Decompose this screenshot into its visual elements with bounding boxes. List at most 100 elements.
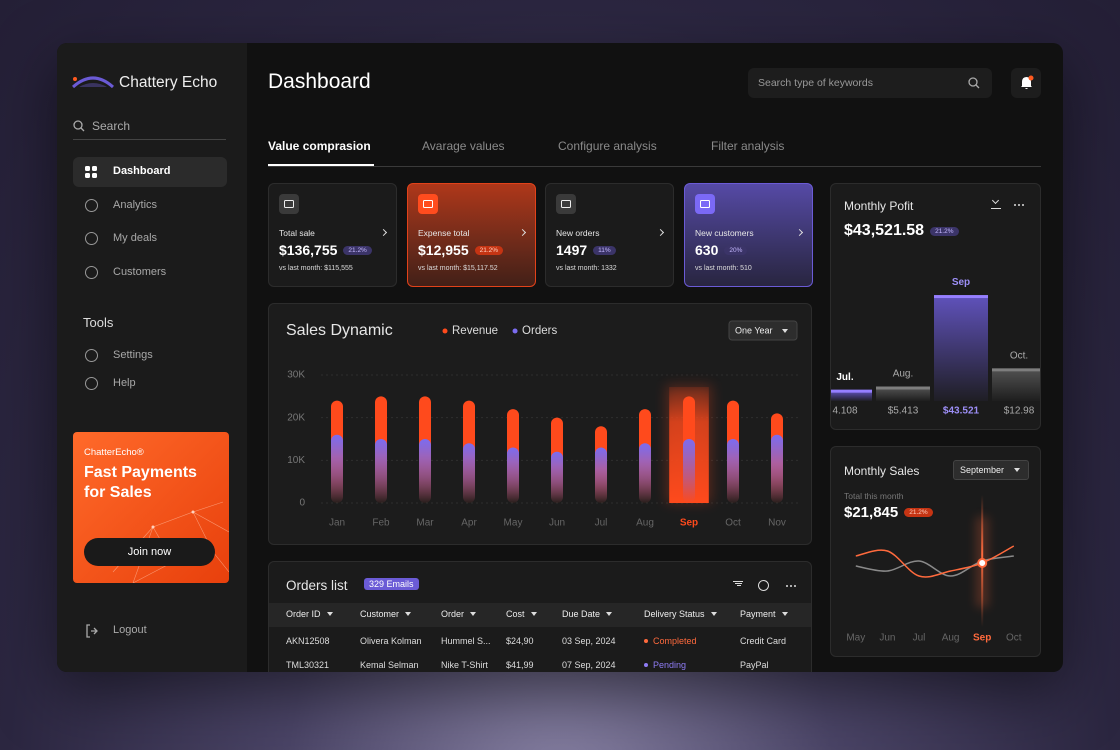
page-title: Dashboard: [268, 70, 371, 93]
search-icon: [73, 120, 85, 132]
highlight-dot: [977, 558, 988, 568]
chart: Jul. 4.108 Aug. $5.413 Sep $43.521 Oct. $12.98: [831, 277, 1040, 417]
x-tick-label: Jun: [879, 633, 895, 644]
nav-item[interactable]: Dashboard: [73, 157, 227, 187]
tool-item[interactable]: Help: [73, 374, 227, 394]
card-compare: vs last month: $115,555: [279, 265, 353, 272]
card-compare: vs last month: 1332: [556, 265, 617, 272]
stat-card[interactable]: Expense total $12,955 21.2% vs last month: …: [407, 183, 536, 287]
bar: [771, 434, 783, 503]
column-header-label: Order: [441, 609, 465, 619]
dropdown-label: One Year: [735, 325, 773, 335]
tab[interactable]: Avarage values: [422, 139, 505, 153]
column-header[interactable]: Due Date: [562, 609, 613, 619]
filter-icon: [733, 581, 743, 583]
bar-cap: [992, 368, 1040, 372]
sort-caret: [470, 612, 477, 616]
orders-card: Orders list 329 Emails Order ID Customer Ord…: [268, 561, 812, 672]
x-tick-label: Aug.: [893, 369, 914, 380]
tab[interactable]: Filter analysis: [711, 139, 785, 153]
tab[interactable]: Configure analysis: [558, 139, 657, 153]
sort-caret: [405, 612, 412, 616]
sidebar-search[interactable]: Search: [92, 119, 131, 133]
emails-badge: 329 Emails: [364, 578, 419, 590]
tool-icon: [85, 377, 98, 390]
monthly-sales-card: Monthly Sales September Total this month $2…: [830, 446, 1041, 657]
status-dot: [644, 663, 648, 667]
chevron: [518, 228, 527, 237]
nav-item[interactable]: Customers: [73, 258, 227, 288]
card-title: Monthly Pofit: [844, 199, 914, 213]
search-box[interactable]: Search type of keywords: [748, 68, 992, 98]
card-title: Monthly Sales: [844, 464, 920, 478]
sort-caret: [710, 612, 717, 616]
card-value: $136,755: [279, 242, 338, 258]
bar-cap: [831, 389, 872, 393]
logout[interactable]: Logout: [113, 624, 147, 636]
bar: [375, 439, 387, 503]
column-header[interactable]: Delivery Status: [644, 609, 717, 619]
dropdown-caret: [1014, 468, 1020, 472]
x-tick-label: Sep: [952, 277, 970, 288]
x-tick-label: Sep: [973, 633, 991, 644]
tab[interactable]: Value comprasion: [268, 139, 371, 153]
card-icon-glyph: [284, 200, 294, 208]
stat-card[interactable]: New orders 1497 11% vs last month: 1332: [545, 183, 674, 287]
column-header[interactable]: Payment: [740, 609, 788, 619]
chevron: [656, 228, 665, 237]
promo-card: ChatterEcho® Fast Payments for Sales Joi…: [73, 432, 229, 583]
tab-active-underline: [268, 164, 374, 166]
bar: [727, 439, 739, 503]
column-header[interactable]: Order ID: [286, 609, 333, 619]
x-tick-label: Sep: [680, 518, 698, 529]
column-header-label: Cost: [506, 609, 525, 619]
sort-caret: [326, 612, 333, 616]
notifications[interactable]: [1011, 68, 1041, 98]
column-header[interactable]: Cost: [506, 609, 537, 619]
table-cell: $41,99: [506, 660, 534, 670]
stat-card[interactable]: New customers 630 20% vs last month: 510: [684, 183, 813, 287]
card-icon-glyph: [423, 200, 433, 208]
x-tick-label: Jul: [913, 633, 926, 644]
x-tick-label: Oct.: [1010, 350, 1028, 361]
nav-label: Customers: [113, 265, 167, 278]
dropdown[interactable]: September: [953, 460, 1029, 480]
bar: [876, 388, 930, 401]
legend-dot: [442, 328, 448, 334]
more-dot: [786, 585, 788, 587]
card-compare: vs last month: 510: [695, 265, 752, 272]
search-placeholder: Search type of keywords: [758, 77, 873, 89]
promo-button[interactable]: Join now: [84, 538, 215, 566]
more-dot: [1018, 204, 1020, 206]
x-tick-label: Jan: [329, 518, 345, 529]
table-cell: PayPal: [740, 660, 769, 670]
tool-item[interactable]: Settings: [73, 346, 227, 366]
legend-label: Revenue: [452, 325, 498, 337]
x-tick-label: May: [846, 633, 865, 644]
bell-icon: [1021, 75, 1034, 89]
column-header-label: Customer: [360, 609, 400, 619]
nav-icon: [85, 166, 90, 171]
brand-name: Chattery Echo: [119, 74, 218, 91]
status-cell: Completed: [644, 636, 697, 646]
column-header-label: Order ID: [286, 609, 321, 619]
nav-label: Dashboard: [113, 165, 171, 177]
card-badge: 20%: [724, 245, 748, 255]
sort-caret: [530, 612, 537, 616]
column-header[interactable]: Order: [441, 609, 477, 619]
stat-card[interactable]: Total sale $136,755 21.2% vs last month: $1…: [268, 183, 397, 287]
column-header[interactable]: Customer: [360, 609, 412, 619]
column-header-label: Due Date: [562, 609, 601, 619]
card-icon: [556, 194, 576, 214]
tab-divider: [268, 166, 1041, 167]
nav-icon: [85, 265, 98, 279]
bar: [683, 439, 695, 503]
nav-item[interactable]: My deals: [73, 224, 227, 254]
nav-item[interactable]: Analytics: [73, 191, 227, 221]
more-dot: [1022, 204, 1024, 206]
search-icon: [968, 77, 980, 89]
card-badge: 11%: [593, 245, 616, 255]
card-label: Expense total: [418, 228, 470, 238]
card-title: Orders list: [286, 578, 348, 593]
